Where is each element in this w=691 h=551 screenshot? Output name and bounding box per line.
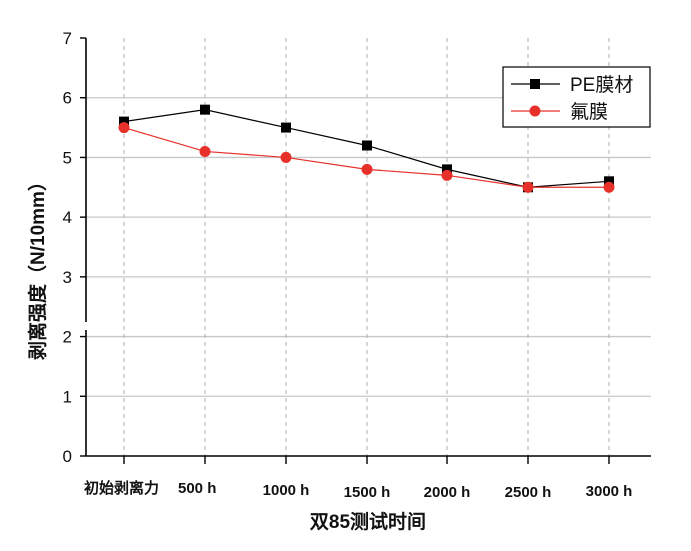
data-point-square xyxy=(604,176,614,187)
grid xyxy=(86,38,651,456)
x-axis-title: 双85测试时间 xyxy=(310,511,426,533)
data-point-circle xyxy=(603,181,615,193)
y-tick-label: 3 xyxy=(63,268,72,287)
data-point-circle xyxy=(118,122,130,134)
legend-marker-circle xyxy=(529,105,541,117)
x-tick-label: 初始剥离力 xyxy=(84,479,159,497)
x-tick-label: 1500 h xyxy=(344,484,391,501)
data-point-circle xyxy=(441,169,453,181)
data-point-circle xyxy=(361,163,373,175)
x-tick-label: 500 h xyxy=(178,480,216,497)
y-tick-label: 5 xyxy=(63,148,72,167)
x-tick-label: 3000 h xyxy=(586,483,633,500)
y-tick-label: 6 xyxy=(63,89,72,108)
y-tick-label: 2 xyxy=(63,328,72,347)
y-tick-label: 4 xyxy=(63,208,72,227)
data-point-circle xyxy=(199,145,211,157)
x-tick-label: 2000 h xyxy=(424,484,471,501)
y-axis-title: 剥离强度（N/10mm） xyxy=(26,172,49,360)
y-tick-label: 7 xyxy=(63,29,72,48)
data-point-square xyxy=(281,122,291,133)
data-point-square xyxy=(119,116,129,127)
legend-marker-square xyxy=(530,79,540,89)
series-fluoro xyxy=(118,122,615,193)
legend-label: 氟膜 xyxy=(570,101,608,123)
x-tick-label: 2500 h xyxy=(505,484,552,501)
legend-label: PE膜材 xyxy=(570,74,633,96)
legend-box xyxy=(502,66,651,128)
y-tick-label: 0 xyxy=(63,447,72,466)
data-point-circle xyxy=(280,151,292,163)
data-point-square xyxy=(200,104,210,115)
axes: 0 1 2 3 4 5 6 7 初始剥离力 500 h 1000 h 1500 h 2000 h 2500… xyxy=(63,29,651,501)
data-point-square xyxy=(362,140,372,151)
series-group xyxy=(118,104,615,193)
data-point-square xyxy=(442,164,452,175)
data-point-circle xyxy=(522,181,534,193)
x-tick-label: 1000 h xyxy=(263,482,310,499)
y-tick-label: 1 xyxy=(63,387,72,406)
